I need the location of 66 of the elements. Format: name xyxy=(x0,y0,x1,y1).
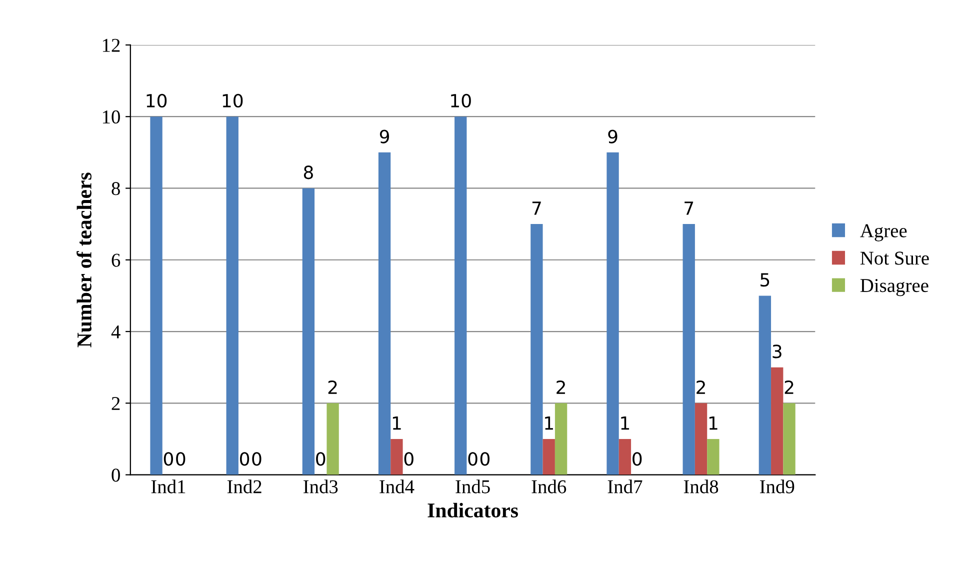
data-label: 0 xyxy=(164,452,174,466)
x-tick-label: Ind4 xyxy=(380,480,414,494)
data-label: 0 xyxy=(468,452,478,466)
data-label: 10 xyxy=(146,94,167,108)
data-label: 2 xyxy=(696,380,705,394)
bar xyxy=(542,438,555,475)
bar xyxy=(226,116,238,475)
y-axis-title: Number of teachers xyxy=(76,172,92,348)
x-tick-label: Ind9 xyxy=(760,480,794,494)
x-tick-label: Ind3 xyxy=(304,480,338,494)
data-label: 0 xyxy=(404,452,414,466)
data-label: 9 xyxy=(380,130,390,144)
data-label: 3 xyxy=(772,344,782,358)
bar xyxy=(554,403,568,475)
bar xyxy=(771,367,784,475)
data-label: 9 xyxy=(608,130,618,144)
bar xyxy=(758,296,772,475)
data-label: 10 xyxy=(451,94,471,108)
y-tick-label: 6 xyxy=(112,254,120,267)
data-label: 0 xyxy=(632,452,642,466)
bar xyxy=(682,224,695,475)
x-tick-label: Ind8 xyxy=(684,480,718,494)
data-label: 2 xyxy=(556,380,565,394)
bar xyxy=(326,403,339,475)
data-label: 0 xyxy=(480,452,490,466)
x-tick-label: Ind1 xyxy=(151,480,186,494)
legend-label: Disagree xyxy=(860,279,928,296)
y-tick-label: 12 xyxy=(102,38,120,52)
data-label: 2 xyxy=(328,380,337,394)
bar xyxy=(707,438,720,475)
data-label: 0 xyxy=(252,452,262,466)
bar xyxy=(606,152,619,475)
bar xyxy=(618,438,632,475)
data-label: 1 xyxy=(709,416,718,430)
x-tick-label: Ind7 xyxy=(608,480,642,494)
legend-label: Not Sure xyxy=(860,252,929,265)
data-label: 1 xyxy=(392,416,401,430)
bar xyxy=(454,116,467,475)
data-label: 10 xyxy=(222,94,243,108)
data-label: 7 xyxy=(684,202,694,215)
data-label: 7 xyxy=(532,202,541,215)
bar xyxy=(302,188,315,475)
bar xyxy=(694,403,708,475)
data-label: 1 xyxy=(545,416,553,430)
bar xyxy=(530,224,543,475)
data-label: 0 xyxy=(176,452,186,466)
bar xyxy=(390,438,403,475)
x-axis-title: Indicators xyxy=(428,502,518,518)
data-label: 2 xyxy=(784,380,794,394)
data-label: 8 xyxy=(304,166,313,180)
y-tick-label: 10 xyxy=(102,110,120,124)
data-label: 0 xyxy=(240,452,250,466)
legend-label: Agree xyxy=(860,224,907,242)
bar xyxy=(783,403,796,475)
bar xyxy=(378,152,391,475)
data-label: 0 xyxy=(316,452,326,466)
bar xyxy=(150,116,162,475)
x-tick-label: Ind2 xyxy=(227,480,262,494)
y-tick-label: 8 xyxy=(112,182,120,196)
data-label: 5 xyxy=(760,273,770,287)
y-tick-label: 2 xyxy=(112,397,120,410)
y-tick-label: 0 xyxy=(112,468,120,482)
y-tick-label: 4 xyxy=(111,325,120,338)
x-tick-label: Ind5 xyxy=(456,480,490,494)
data-label: 1 xyxy=(621,416,630,430)
x-tick-label: Ind6 xyxy=(532,480,566,494)
